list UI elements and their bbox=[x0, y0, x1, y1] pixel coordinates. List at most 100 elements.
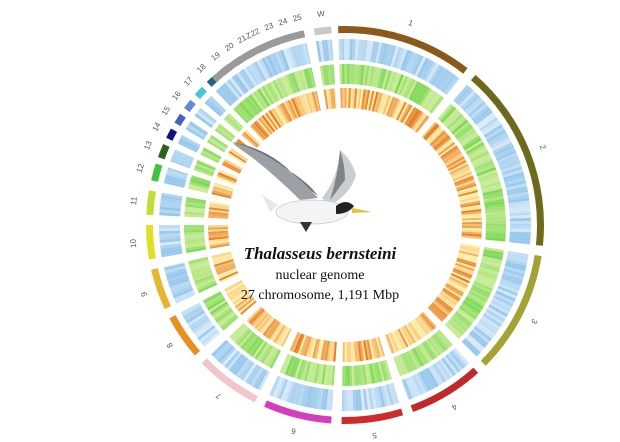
heatmap-cell bbox=[315, 40, 322, 63]
heatmap-cell bbox=[258, 117, 273, 135]
heatmap-cell bbox=[355, 389, 360, 411]
heatmap-cell bbox=[347, 39, 351, 61]
heatmap-cell bbox=[461, 215, 482, 219]
heatmap-cell bbox=[440, 290, 459, 304]
heatmap-cell bbox=[430, 364, 444, 385]
heatmap-cell bbox=[401, 379, 410, 400]
heatmap-cell bbox=[446, 156, 465, 168]
heatmap-cell bbox=[392, 331, 403, 351]
heatmap-cell bbox=[236, 329, 252, 346]
heatmap-cell bbox=[436, 331, 451, 348]
heatmap-cell bbox=[322, 65, 328, 86]
heatmap-cell bbox=[208, 207, 230, 212]
heatmap-cell bbox=[484, 311, 504, 325]
heatmap-cell bbox=[295, 96, 305, 116]
heatmap-cell bbox=[419, 314, 434, 332]
heatmap-cell bbox=[185, 203, 206, 209]
heatmap-cell bbox=[441, 357, 456, 377]
heatmap-cell bbox=[509, 236, 531, 242]
heatmap-cell bbox=[364, 65, 370, 86]
heatmap-cell bbox=[278, 327, 291, 347]
heatmap-cell bbox=[432, 67, 447, 87]
heatmap-cell bbox=[179, 138, 200, 151]
chromosome-arc bbox=[338, 26, 468, 74]
heatmap-cell bbox=[291, 46, 300, 68]
heatmap-cell bbox=[427, 94, 442, 112]
heatmap-cell bbox=[171, 155, 192, 167]
heatmap-cell bbox=[509, 220, 531, 224]
heatmap-cell bbox=[499, 160, 521, 171]
heatmap-cell bbox=[232, 326, 249, 343]
heatmap-cell bbox=[509, 241, 531, 245]
heatmap-cell bbox=[159, 227, 181, 232]
heatmap-cell bbox=[457, 254, 478, 262]
heatmap-cell bbox=[346, 64, 350, 85]
heatmap-cell bbox=[394, 330, 405, 350]
heatmap-cell bbox=[377, 336, 386, 357]
chromosome-label: Z bbox=[244, 31, 253, 41]
heatmap-cell bbox=[364, 364, 370, 385]
heatmap-cell bbox=[435, 138, 453, 153]
heatmap-cell bbox=[459, 196, 480, 203]
heatmap-cell bbox=[184, 238, 205, 243]
heatmap-cell bbox=[208, 232, 229, 236]
heatmap-cell bbox=[458, 190, 478, 197]
heatmap-cell bbox=[255, 369, 268, 390]
heatmap-cell bbox=[232, 291, 250, 305]
heatmap-cell bbox=[320, 340, 326, 361]
heatmap-cell bbox=[207, 297, 226, 311]
heatmap-cell bbox=[209, 202, 230, 208]
heatmap-cell bbox=[416, 86, 429, 105]
heatmap-cell bbox=[297, 334, 307, 355]
heatmap-cell bbox=[334, 88, 337, 109]
heatmap-cell bbox=[489, 134, 509, 147]
heatmap-cell bbox=[446, 281, 466, 293]
heatmap-cell bbox=[353, 64, 358, 85]
heatmap-cell bbox=[405, 324, 418, 343]
heatmap-cell bbox=[459, 245, 480, 251]
chromosome-arc bbox=[146, 225, 156, 260]
heatmap-cell bbox=[431, 97, 445, 114]
heatmap-cell bbox=[353, 365, 358, 386]
heatmap-cell bbox=[279, 76, 290, 97]
chromosome-arc bbox=[158, 144, 170, 160]
heatmap-cell bbox=[296, 70, 305, 91]
heatmap-cell bbox=[195, 323, 214, 338]
chromosome-arc bbox=[151, 163, 163, 182]
heatmap-cell bbox=[397, 48, 408, 70]
heatmap-cell bbox=[421, 60, 435, 81]
heatmap-cell bbox=[485, 223, 507, 227]
heatmap-cell bbox=[461, 211, 482, 216]
heatmap-cell bbox=[249, 309, 265, 325]
chromosome-label: 6 bbox=[290, 426, 297, 436]
heatmap-cell bbox=[468, 332, 487, 349]
heatmap-cell bbox=[208, 234, 229, 239]
heatmap-cell bbox=[174, 149, 195, 159]
heatmap-cell bbox=[185, 240, 206, 246]
chromosome-label: 18 bbox=[195, 62, 208, 75]
heatmap-cell bbox=[483, 193, 504, 200]
heatmap-cell bbox=[395, 47, 405, 69]
heatmap-cell bbox=[458, 252, 479, 260]
heatmap-cell bbox=[509, 206, 531, 211]
heatmap-cell bbox=[423, 123, 439, 140]
heatmap-cell bbox=[217, 87, 235, 105]
heatmap-cell bbox=[346, 88, 349, 109]
heatmap-cell bbox=[211, 251, 232, 259]
heatmap-cell bbox=[494, 147, 516, 159]
heatmap-cell bbox=[299, 360, 307, 380]
heatmap-cell bbox=[190, 263, 211, 272]
heatmap-cell bbox=[261, 57, 274, 78]
heatmap-cell bbox=[408, 110, 422, 129]
heatmap-cell bbox=[465, 336, 483, 353]
heatmap-cell bbox=[412, 83, 425, 103]
heatmap-cell bbox=[423, 368, 437, 389]
heatmap-cell bbox=[470, 330, 489, 346]
heatmap-cell bbox=[189, 261, 210, 270]
heatmap-cell bbox=[184, 206, 205, 211]
heatmap-cell bbox=[456, 181, 476, 190]
heatmap-cell bbox=[331, 365, 336, 386]
heatmap-cell bbox=[453, 313, 471, 328]
heatmap-cell bbox=[274, 106, 286, 125]
heatmap-cell bbox=[211, 339, 229, 357]
